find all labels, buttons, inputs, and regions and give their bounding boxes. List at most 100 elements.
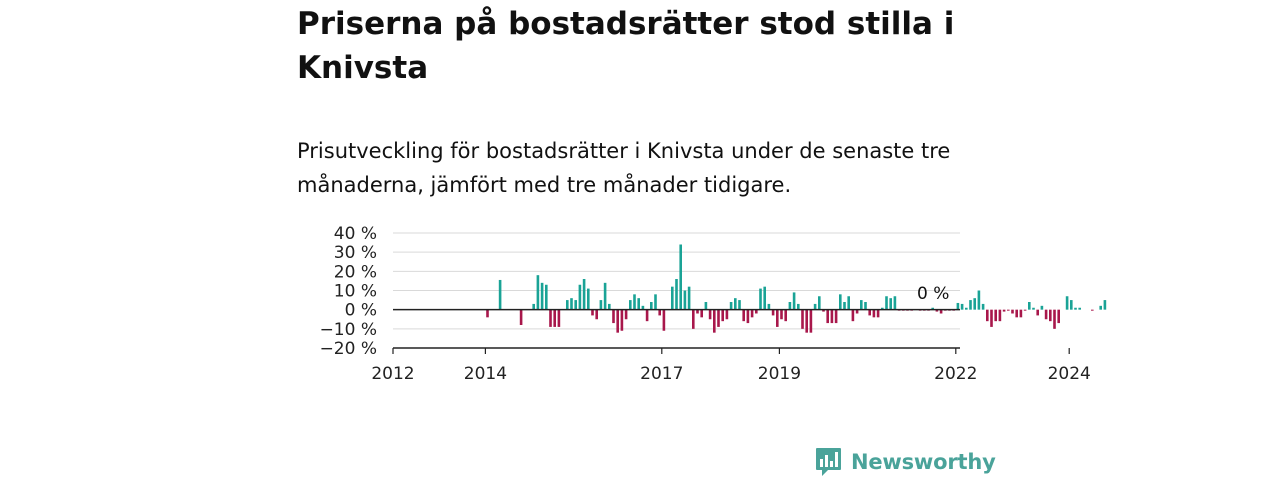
bar-positive [881, 307, 884, 310]
bar-negative [935, 309, 939, 312]
bar-positive [603, 282, 607, 310]
x-tick-label: 2024 [1048, 364, 1091, 384]
y-tick-label: 0 % [345, 301, 377, 321]
bar-positive [587, 288, 590, 310]
bar-negative [986, 309, 989, 322]
bar-positive [536, 275, 540, 310]
bar-positive [767, 303, 771, 310]
bar-negative [1049, 309, 1052, 322]
tick-labels: 40 %30 %20 %10 %0 %−10 %−20 %2012 2014 201… [320, 224, 1091, 384]
bar-positive [839, 294, 842, 310]
bar-negative [549, 309, 552, 327]
bar-positive [981, 303, 985, 310]
y-tick-label: −10 % [320, 320, 377, 340]
bar-negative [771, 309, 775, 316]
bar-positive [738, 300, 741, 310]
chart-title: Priserna på bostadsrätter stod stilla i … [297, 6, 955, 86]
x-tick-label: 2012 [371, 364, 414, 384]
bar-negative [784, 309, 787, 322]
bar-positive [1070, 300, 1073, 310]
bar-positive [599, 300, 603, 310]
bar-positive [1078, 307, 1081, 310]
bar-positive [969, 300, 972, 310]
bar-positive [889, 298, 892, 310]
bar-negative [1002, 309, 1006, 312]
bar-positive [498, 279, 502, 310]
bar-negative [830, 309, 834, 324]
axes [392, 308, 1070, 354]
bar-negative [725, 309, 729, 320]
bar-negative [620, 309, 624, 331]
bar-positive [629, 300, 632, 310]
bar-positive [759, 288, 762, 310]
y-tick-label: 10 % [334, 282, 377, 302]
bar-positive [1074, 307, 1077, 310]
bar-negative [755, 309, 758, 314]
bar-positive [704, 302, 708, 310]
bar-positive [683, 290, 687, 310]
bar-negative [696, 309, 699, 314]
bar-positive [1099, 305, 1102, 310]
bar-positive [960, 303, 964, 310]
bar-negative [826, 309, 829, 324]
bar-positive [545, 284, 548, 310]
bar-negative [591, 309, 594, 316]
bar-negative [708, 309, 712, 320]
bar-negative [990, 309, 993, 327]
bar-negative [624, 309, 628, 320]
bar-positive [965, 307, 968, 310]
bar-negative [855, 309, 859, 314]
bar-positive [608, 303, 611, 310]
bar-negative [557, 309, 561, 327]
bar-positive [973, 298, 976, 310]
bar-positive [860, 300, 863, 310]
bar-negative [1011, 309, 1014, 314]
bar-negative [872, 309, 876, 318]
bar-negative [1023, 309, 1027, 311]
bar-positive [687, 286, 691, 310]
bar-positive [654, 294, 657, 310]
bar-negative [776, 309, 779, 327]
bar-positive [885, 296, 888, 310]
bar-negative [805, 309, 808, 333]
bar-negative [742, 309, 745, 322]
bar-negative [519, 309, 523, 325]
bar-positive [813, 303, 817, 310]
bar-chart-speech-bubble-icon [816, 448, 841, 476]
bar-negative [662, 309, 666, 331]
bar-positive [864, 302, 867, 310]
bar-negative [809, 309, 813, 333]
bar-positive [729, 302, 733, 310]
bar-positive [977, 290, 981, 310]
y-tick-label: 20 % [334, 262, 377, 282]
x-tick-label: 2017 [640, 364, 683, 384]
bar-positive [641, 305, 645, 310]
brand-name: Newsworthy [851, 450, 996, 474]
bar-negative [801, 309, 804, 329]
bar-negative [750, 309, 754, 318]
bar-positive [843, 302, 846, 310]
bar-positive [734, 298, 737, 310]
bar-negative [851, 309, 855, 322]
bar-positive [574, 300, 577, 310]
bar-negative [1057, 309, 1060, 324]
bar-negative [994, 309, 997, 322]
x-tick-label: 2022 [934, 364, 977, 384]
bar-negative [746, 309, 750, 324]
x-tick-label: 2014 [464, 364, 507, 384]
bar-positive [650, 302, 653, 310]
bar-negative [700, 309, 703, 318]
bar-negative [1044, 309, 1048, 320]
bar-positive [566, 300, 569, 310]
bar-positive [540, 282, 544, 310]
bar-negative [998, 309, 1002, 322]
bar-negative [1053, 309, 1056, 329]
bars [486, 244, 1107, 333]
bar-negative [868, 309, 871, 316]
bar-negative [780, 309, 783, 320]
bar-negative [645, 309, 649, 322]
bar-negative [834, 309, 838, 324]
bar-positive [633, 294, 636, 310]
bar-negative [1091, 309, 1094, 311]
bar-positive [797, 303, 800, 310]
